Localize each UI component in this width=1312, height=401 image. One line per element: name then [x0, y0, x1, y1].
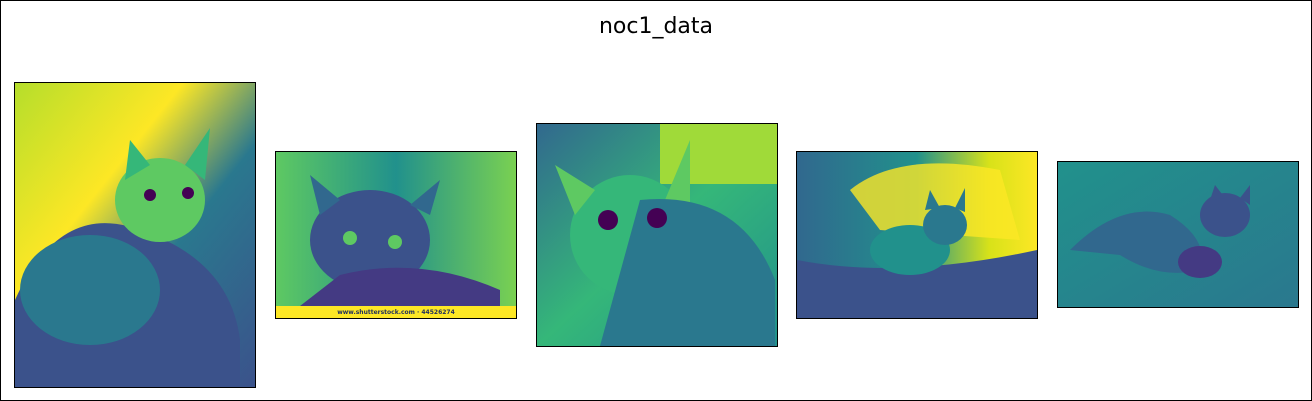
figure-title: noc1_data: [599, 14, 713, 39]
image-panel: [14, 82, 256, 388]
image-panel: [1057, 161, 1299, 308]
watermark: www.shutterstock.com · 44526274: [337, 309, 455, 316]
image-panel: [536, 123, 778, 347]
image-panel: [796, 151, 1038, 319]
image-panel: www.shutterstock.com · 44526274: [275, 151, 517, 319]
